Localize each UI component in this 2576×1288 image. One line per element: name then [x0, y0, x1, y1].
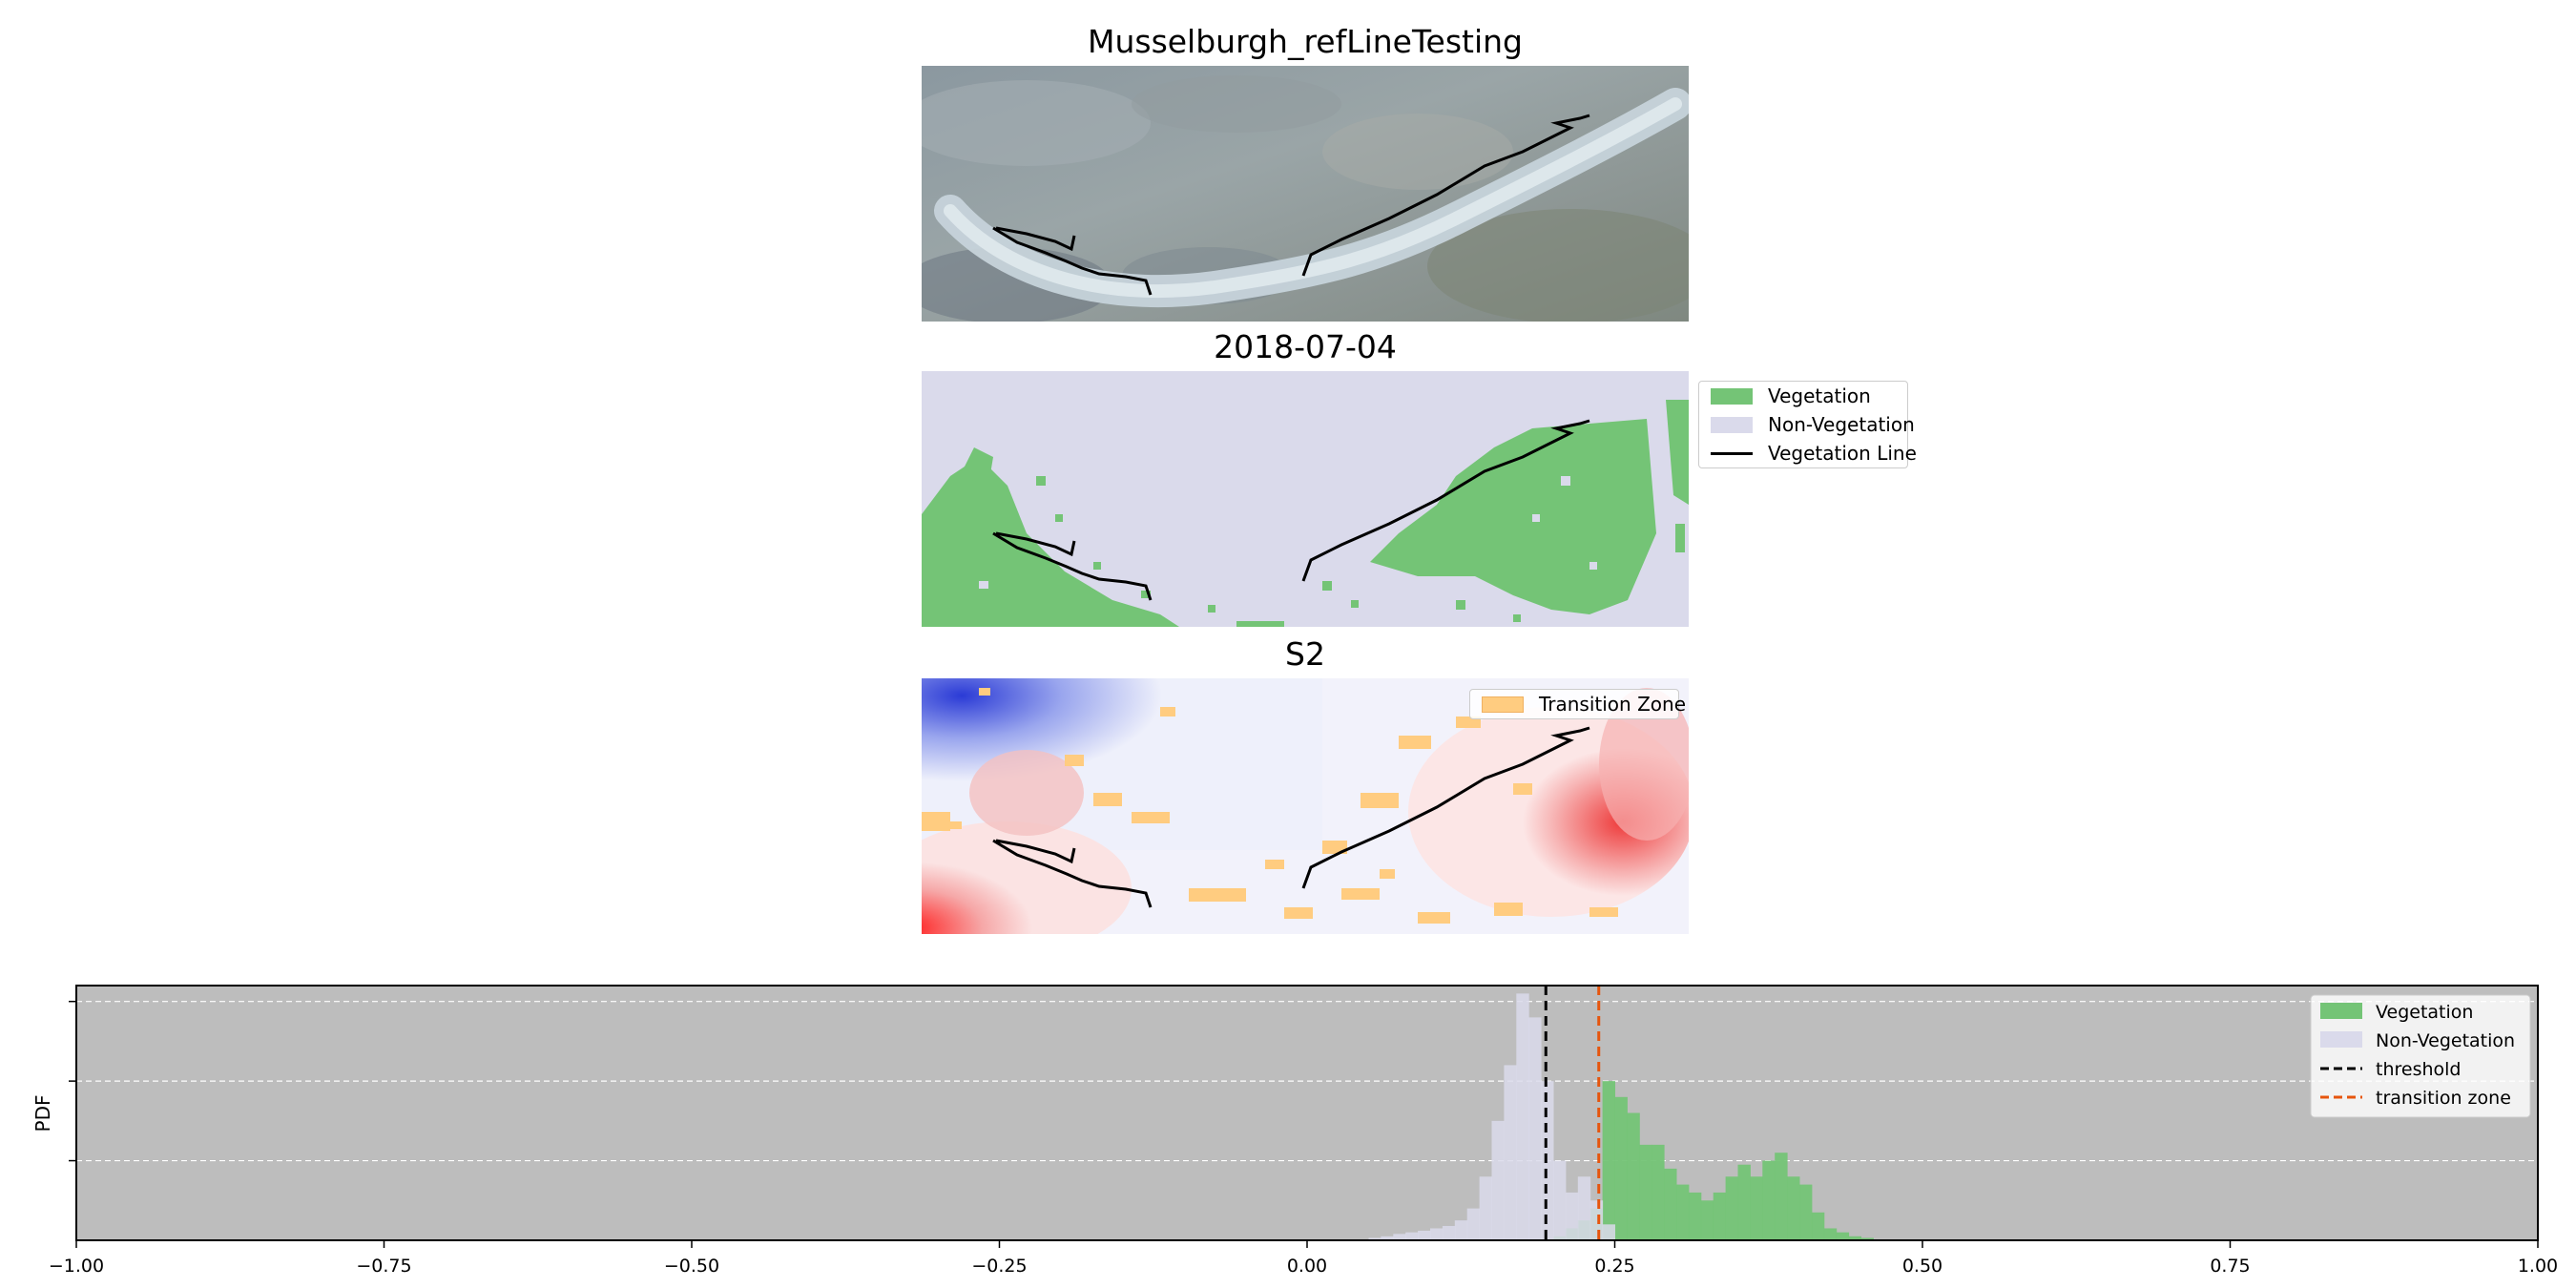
histogram-bar: [1688, 1192, 1702, 1240]
histogram-bar: [1713, 1192, 1727, 1240]
histogram-bar: [1381, 1236, 1394, 1240]
plot-area: [76, 986, 2538, 1240]
x-axis: −1.00 −0.75 −0.50 −0.25 0.00 0.25 0.50 0.75 1.00: [49, 1240, 2558, 1277]
legend-label: Non-Vegetation: [2376, 1030, 2515, 1051]
non-vegetation-swatch: [1711, 416, 1753, 433]
histogram-bar: [1737, 1164, 1751, 1240]
legend-label: Vegetation: [2376, 1002, 2473, 1023]
x-tick-label: 0.50: [1902, 1256, 1942, 1277]
true-color-image: [922, 66, 1689, 322]
legend-label: transition zone: [2376, 1088, 2511, 1109]
x-tick-label: 0.75: [2210, 1256, 2250, 1277]
histogram-bar: [1602, 1081, 1615, 1240]
legend-swatch: [2320, 1031, 2362, 1048]
legend-label: Vegetation: [1768, 384, 1871, 407]
histogram-bar: [1589, 1200, 1604, 1240]
histogram-bar: [1627, 1112, 1640, 1240]
legend-label: Vegetation Line: [1768, 442, 1917, 465]
histogram-bar: [1762, 1160, 1776, 1240]
histogram-bar: [1541, 1081, 1554, 1240]
histogram-bars: [1368, 993, 1874, 1240]
histogram-bar: [1836, 1232, 1850, 1240]
vegetation-swatch: [1711, 387, 1753, 405]
histogram-bar: [1418, 1230, 1431, 1240]
legend-item-vegetation-line: Vegetation Line: [1699, 439, 1917, 467]
reference-lines: [1544, 986, 1601, 1240]
legend-box: [2310, 994, 2531, 1118]
legend-label: threshold: [2376, 1059, 2461, 1080]
histogram-bar: [1602, 1224, 1615, 1240]
histogram-bar: [1614, 1096, 1628, 1240]
histogram-bar: [1848, 1236, 1861, 1240]
transition-zone-swatch: [1482, 696, 1524, 713]
histogram-bar: [1442, 1225, 1456, 1240]
histogram-legend: Vegetation Non-Vegetation threshold transit…: [2310, 994, 2531, 1118]
x-tick-label: −0.25: [971, 1256, 1027, 1277]
panel-3-title: S2: [1285, 635, 1325, 673]
histogram-bar: [1750, 1176, 1763, 1240]
grid-lines: [76, 1001, 2538, 1162]
histogram-bar: [1405, 1232, 1419, 1240]
legend-item-transition-zone: Transition Zone: [1470, 690, 1686, 718]
legend-item-vegetation: Vegetation: [1699, 382, 1907, 410]
histogram-bar: [1565, 1192, 1579, 1240]
histogram-bar: [1479, 1176, 1492, 1240]
legend-label: Non-Vegetation: [1768, 413, 1915, 436]
ndvi-map: [922, 678, 1689, 934]
panel-1-title: Musselburgh_refLineTesting: [1087, 23, 1523, 60]
legend-item-non-vegetation: Non-Vegetation: [1699, 410, 1915, 439]
histogram-bar: [1725, 1176, 1738, 1240]
histogram-bar: [1368, 1237, 1381, 1240]
histogram-bar: [1466, 1208, 1481, 1240]
histogram-bar: [1430, 1228, 1444, 1240]
histogram-bar: [1700, 1200, 1714, 1240]
x-tick-label: 0.25: [1594, 1256, 1634, 1277]
x-tick-label: −0.50: [664, 1256, 719, 1277]
histogram-bar: [1787, 1176, 1800, 1240]
legend-swatch: [2320, 1003, 2362, 1019]
histogram-bar: [1528, 1017, 1542, 1240]
x-tick-label: −1.00: [49, 1256, 104, 1277]
x-tick-label: 1.00: [2518, 1256, 2558, 1277]
classification-map: [922, 371, 1689, 627]
x-tick-label: −0.75: [356, 1256, 411, 1277]
histogram-bar: [1577, 1176, 1591, 1240]
class-legend: Vegetation Non-Vegetation Vegetation Lin…: [1698, 381, 1917, 468]
x-tick-label: 0.00: [1287, 1256, 1327, 1277]
histogram-bar: [1504, 1065, 1517, 1240]
histogram-bar: [1664, 1168, 1677, 1240]
histogram-bar: [1393, 1234, 1406, 1240]
histogram-bar: [1775, 1153, 1788, 1240]
histogram-bar: [1823, 1228, 1838, 1240]
histogram-bar: [1860, 1237, 1874, 1240]
legend-label: Transition Zone: [1539, 693, 1686, 716]
histogram-bar: [1811, 1212, 1825, 1240]
histogram-bar: [1676, 1184, 1690, 1240]
transition-legend: Transition Zone: [1469, 689, 1686, 719]
histogram-bar: [1491, 1120, 1505, 1240]
histogram-bar: [1652, 1144, 1665, 1240]
histogram-bar: [1553, 1160, 1567, 1240]
histogram-bar: [1516, 993, 1529, 1240]
y-axis-label: PDF: [31, 1095, 54, 1132]
histogram-bar: [1454, 1220, 1468, 1240]
y-axis: [69, 1000, 76, 1162]
vegetation-line-swatch: [1711, 451, 1753, 455]
histogram-bar: [1799, 1184, 1813, 1240]
panel-2-title: 2018-07-04: [1214, 328, 1397, 365]
histogram-bar: [1639, 1144, 1652, 1240]
